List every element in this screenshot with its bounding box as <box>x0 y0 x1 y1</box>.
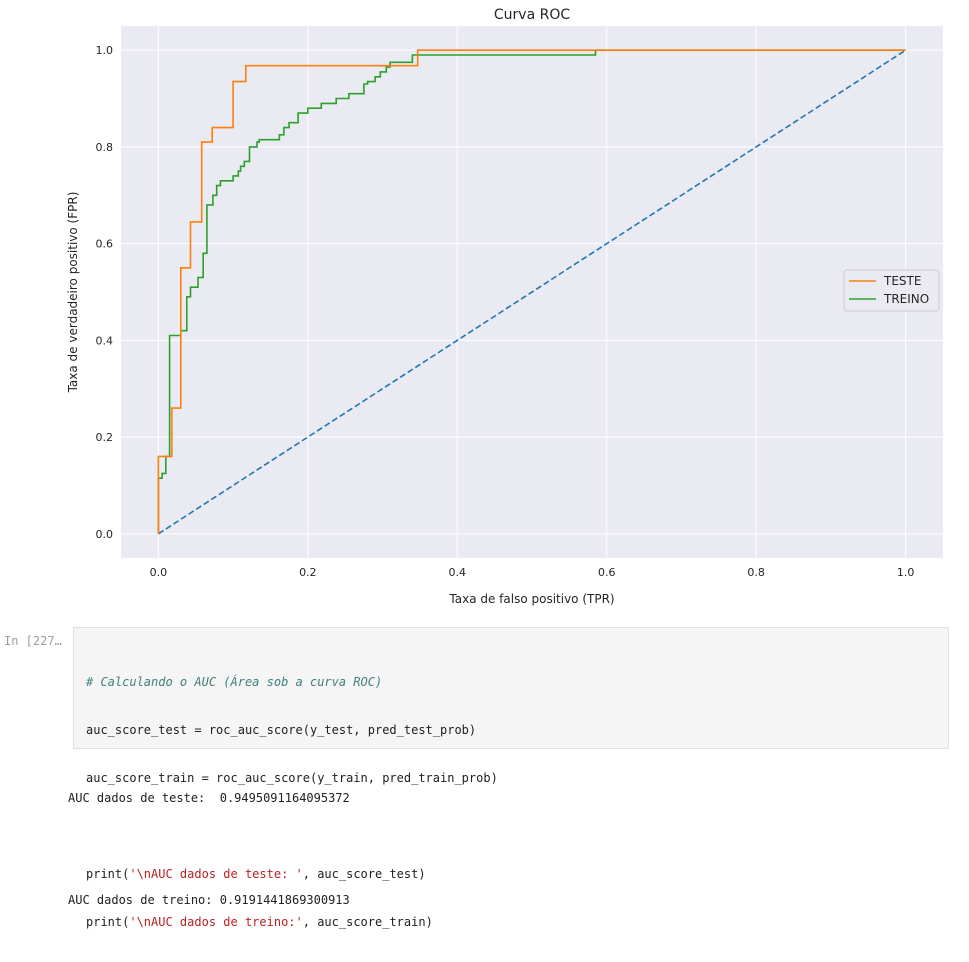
code-text: auc_score_test = roc_auc_score(y_test, p… <box>86 723 477 737</box>
y-tick-label: 0.2 <box>96 431 114 444</box>
x-axis-label: Taxa de falso positivo (TPR) <box>448 592 614 606</box>
y-tick-label: 1.0 <box>96 44 114 57</box>
y-axis-label: Taxa de verdadeiro positivo (FPR) <box>66 192 80 394</box>
series-line-treino <box>157 49 906 534</box>
output-line-train: AUC dados de treino: 0.9191441869300913 <box>68 893 350 907</box>
output-blank-line <box>68 841 350 858</box>
y-tick-label: 0.4 <box>96 334 114 347</box>
x-tick-label: 0.0 <box>150 566 168 579</box>
roc-chart-svg: 0.0 0.2 0.4 0.6 0.8 1.0 0.0 0.2 0.4 0.6 0.8 1.0 Curv… <box>66 7 943 606</box>
code-cell[interactable]: # Calculando o AUC (Área sob a curva ROC… <box>73 627 949 929</box>
series-line-teste <box>157 49 906 534</box>
cell-output: AUC dados de teste: 0.9495091164095372 A… <box>68 756 350 926</box>
chart-title: Curva ROC <box>494 7 570 23</box>
code-line: # Calculando o AUC (Área sob a curva ROC… <box>86 674 498 690</box>
y-tick-label: 0.0 <box>96 528 114 541</box>
x-tick-label: 0.4 <box>449 566 467 579</box>
x-tick-label: 0.8 <box>747 566 765 579</box>
x-tick-label: 0.6 <box>598 566 616 579</box>
code-comment: # Calculando o AUC (Área sob a curva ROC… <box>86 675 383 689</box>
roc-chart: 0.0 0.2 0.4 0.6 0.8 1.0 0.0 0.2 0.4 0.6 0.8 1.0 Curv… <box>66 7 943 606</box>
y-tick-label: 0.6 <box>96 238 114 251</box>
chance-diagonal-line <box>157 49 907 535</box>
code-line: auc_score_test = roc_auc_score(y_test, p… <box>86 722 498 738</box>
code-line: auc_score_train = roc_auc_score(y_train,… <box>86 770 498 786</box>
x-tick-label: 0.2 <box>299 566 317 579</box>
cell-prompt: In [227… <box>4 634 62 648</box>
legend-label-treino: TREINO <box>883 292 929 306</box>
y-tick-label: 0.8 <box>96 141 114 154</box>
legend-label-teste: TESTE <box>883 274 921 288</box>
x-tick-label: 1.0 <box>897 566 915 579</box>
output-line-test: AUC dados de teste: 0.9495091164095372 <box>68 791 350 805</box>
code-text: auc_score_train = roc_auc_score(y_train,… <box>86 771 498 785</box>
